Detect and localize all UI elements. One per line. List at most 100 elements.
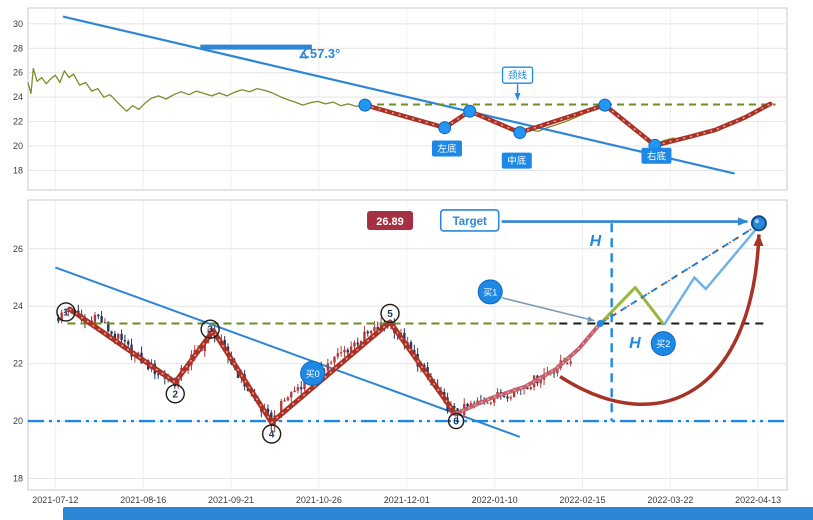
- candle-body: [526, 387, 529, 390]
- target-dot-highlight: [754, 219, 759, 224]
- swing-dot[interactable]: [463, 104, 477, 118]
- swing-dot[interactable]: [598, 98, 612, 112]
- candle-body: [293, 390, 296, 393]
- candle-body: [353, 342, 356, 347]
- candle-body: [93, 314, 97, 324]
- swing-number-circle[interactable]: [261, 424, 282, 444]
- candle-body: [373, 327, 376, 331]
- candle-body: [100, 316, 103, 323]
- y-tick-label: 20: [13, 141, 23, 151]
- swing-dot[interactable]: [438, 121, 452, 135]
- descending-trendline[interactable]: [62, 15, 735, 175]
- buy-badge-text: 买1: [483, 287, 497, 297]
- candle-body: [509, 397, 513, 399]
- candle-body: [60, 312, 63, 322]
- y-tick-label: 28: [13, 43, 23, 53]
- bottom-label-badge[interactable]: [501, 152, 532, 169]
- y-tick-label: 26: [13, 68, 23, 78]
- candle-body: [333, 356, 336, 363]
- candle-body: [363, 331, 366, 341]
- candle-body: [303, 378, 306, 390]
- x-tick-label: 2022-02-15: [559, 495, 605, 505]
- swing-number-text: 4: [269, 430, 275, 441]
- candle-body: [359, 340, 363, 345]
- zigzag-dots-overlay: [364, 103, 771, 147]
- candle-body: [489, 402, 493, 404]
- candle-body: [529, 387, 532, 390]
- buy-badge[interactable]: [650, 331, 676, 357]
- bottom-label-text: 中底: [507, 155, 527, 167]
- candle-body: [329, 362, 333, 364]
- angle-label: ∡57.3°: [298, 46, 340, 61]
- h-measure-label[interactable]: H: [629, 335, 641, 352]
- buy-badge[interactable]: [477, 279, 503, 305]
- x-tick-label: 2021-07-12: [32, 495, 78, 505]
- swing-number-circle[interactable]: [200, 319, 220, 339]
- background-window-strip[interactable]: [63, 507, 813, 520]
- candle-body: [97, 314, 100, 317]
- candle-body: [556, 368, 559, 374]
- candle-body: [103, 321, 107, 323]
- target-price-text: 26.89: [376, 216, 404, 228]
- neckline-badge-text: 颈线: [508, 70, 528, 82]
- candle-body: [566, 363, 569, 365]
- candle-body: [356, 342, 359, 345]
- rally-zigzag[interactable]: [662, 224, 760, 326]
- x-tick-label: 2022-01-10: [472, 495, 518, 505]
- candle-body: [502, 396, 506, 398]
- target-dot[interactable]: [750, 215, 767, 232]
- descending-trendline[interactable]: [54, 266, 521, 438]
- candle-body: [492, 398, 496, 403]
- candle-body: [376, 327, 379, 331]
- candle-body: [63, 311, 67, 313]
- swing-number-text: 1: [63, 307, 69, 318]
- swing-curve-arrow[interactable]: [559, 233, 764, 406]
- swing-number-circle[interactable]: [447, 412, 465, 430]
- candle-body: [110, 331, 113, 334]
- target-price-badge[interactable]: [367, 210, 414, 230]
- y-tick-label: 20: [13, 416, 23, 426]
- candle-body: [512, 389, 516, 398]
- swing-dot[interactable]: [513, 126, 527, 140]
- candle-body: [280, 400, 283, 417]
- swing-number-circle[interactable]: [56, 302, 76, 322]
- target-badge[interactable]: [439, 209, 500, 232]
- bottom-label-badge[interactable]: [431, 140, 462, 157]
- candle-body: [343, 349, 346, 353]
- candle-body: [336, 353, 340, 357]
- swing-number-circle[interactable]: [165, 384, 185, 404]
- neckline-badge[interactable]: [501, 66, 534, 84]
- swing-number-text: 5: [387, 309, 393, 320]
- candle-body: [286, 397, 290, 401]
- candle-body: [120, 333, 123, 341]
- candle-body: [369, 330, 373, 334]
- swing-number-text: 2: [172, 389, 178, 400]
- candle-body: [296, 387, 300, 391]
- bottom-label-badge[interactable]: [641, 147, 672, 164]
- candle-body: [466, 403, 469, 407]
- y-tick-label: 18: [13, 474, 23, 484]
- h-measure-label[interactable]: H: [590, 233, 602, 250]
- candle-body: [266, 408, 270, 413]
- bottom-label-text: 左底: [437, 143, 457, 155]
- breakout-tail[interactable]: [652, 101, 773, 148]
- breakout-dot[interactable]: [596, 319, 604, 327]
- candle-body: [366, 331, 369, 334]
- candle-body: [339, 352, 343, 354]
- w-pattern-zigzag[interactable]: [67, 306, 458, 425]
- swing-number-text: 6: [453, 417, 459, 428]
- y-tick-label: 22: [13, 117, 23, 127]
- pullback-zigzag[interactable]: [599, 286, 666, 326]
- swing-dot[interactable]: [358, 98, 372, 112]
- candle-body: [349, 346, 353, 353]
- buy-badge[interactable]: [300, 360, 326, 386]
- swing-number-circle[interactable]: [380, 303, 400, 324]
- candle-body: [552, 372, 556, 374]
- buy-pointer-arrow: [502, 297, 595, 322]
- y-tick-label: 18: [13, 165, 23, 175]
- buy-badge-text: 买2: [656, 339, 670, 349]
- candle-body: [117, 333, 120, 339]
- candle-body: [506, 396, 509, 399]
